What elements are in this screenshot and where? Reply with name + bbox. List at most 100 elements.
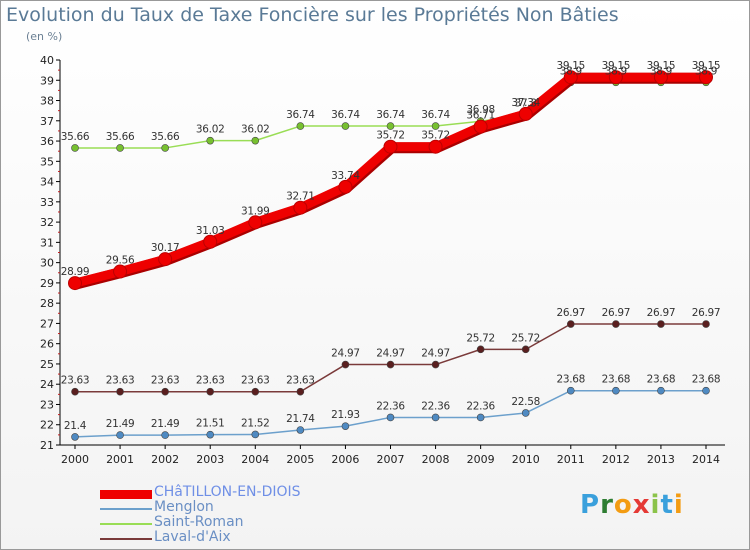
data-label-menglon: 22.36 (376, 400, 405, 412)
data-label-menglon: 21.93 (331, 409, 360, 421)
data-point-laval-d-aix (702, 320, 710, 328)
x-tick-label: 2005 (286, 453, 314, 466)
data-label-saint-roman: 38.9 (560, 65, 582, 77)
y-tick-label: 23 (40, 398, 54, 411)
data-label-ch-tillon-en-diois: 36.71 (466, 110, 495, 122)
data-label-saint-roman: 36.74 (421, 109, 450, 121)
data-label-laval-d-aix: 25.72 (466, 332, 495, 344)
data-label-laval-d-aix: 23.63 (106, 375, 135, 387)
y-tick-label: 34 (40, 176, 54, 189)
data-label-laval-d-aix: 25.72 (511, 332, 540, 344)
data-point-laval-d-aix (431, 360, 440, 369)
y-tick-label: 39 (40, 74, 54, 87)
data-point-laval-d-aix (296, 387, 305, 396)
data-point-laval-d-aix (206, 387, 215, 396)
x-tick-label: 2010 (512, 453, 540, 466)
x-tick-label: 2006 (331, 453, 359, 466)
legend-label: Laval-d'Aix (154, 529, 231, 545)
data-point-laval-d-aix (341, 360, 350, 369)
logo-letter: r (600, 490, 614, 520)
data-point-ch-tillon-en-diois (338, 179, 353, 194)
data-label-saint-roman: 37.3 (515, 98, 537, 110)
legend-swatch (100, 489, 152, 499)
y-tick-label: 21 (40, 439, 54, 452)
data-point-laval-d-aix (71, 387, 79, 396)
data-label-ch-tillon-en-diois: 29.56 (106, 255, 135, 267)
logo-letter: i (650, 490, 661, 520)
data-point-ch-tillon-en-diois (113, 264, 128, 279)
y-tick-label: 31 (40, 236, 54, 249)
data-label-laval-d-aix: 26.97 (557, 307, 586, 319)
data-point-menglon (431, 413, 440, 422)
data-point-laval-d-aix (521, 345, 530, 354)
y-tick-label: 25 (40, 358, 54, 371)
data-label-menglon: 23.68 (602, 374, 631, 386)
x-tick-label: 2001 (106, 453, 134, 466)
data-point-laval-d-aix (386, 360, 395, 369)
data-label-saint-roman: 36.74 (286, 109, 315, 121)
data-label-laval-d-aix: 24.97 (421, 348, 450, 360)
x-tick-label: 2012 (602, 453, 630, 466)
y-tick-label: 33 (40, 196, 54, 209)
data-point-menglon (206, 430, 215, 439)
data-point-ch-tillon-en-diois (428, 139, 443, 154)
data-label-ch-tillon-en-diois: 35.72 (376, 130, 405, 142)
data-point-saint-roman (296, 122, 305, 130)
data-point-menglon (612, 386, 620, 395)
x-tick-label: 2007 (377, 453, 405, 466)
data-point-menglon (702, 386, 710, 395)
data-point-saint-roman (71, 144, 79, 152)
data-point-menglon (161, 431, 169, 439)
data-point-menglon (386, 413, 395, 422)
y-tick-label: 32 (40, 216, 54, 229)
data-point-laval-d-aix (251, 387, 260, 396)
data-point-ch-tillon-en-diois (518, 106, 533, 121)
x-tick-label: 2004 (241, 453, 269, 466)
data-label-laval-d-aix: 23.63 (286, 375, 315, 387)
data-label-laval-d-aix: 23.63 (241, 375, 270, 387)
data-label-laval-d-aix: 26.97 (692, 307, 721, 319)
data-label-ch-tillon-en-diois: 39.15 (647, 60, 676, 72)
data-label-ch-tillon-en-diois: 39.15 (692, 60, 721, 72)
data-label-saint-roman: 38.9 (605, 65, 627, 77)
data-label-laval-d-aix: 23.63 (151, 375, 180, 387)
data-point-saint-roman (251, 136, 260, 145)
proxiti-logo[interactable]: Proxiti (580, 490, 684, 520)
data-point-ch-tillon-en-diois (158, 252, 173, 267)
data-label-menglon: 21.51 (196, 418, 225, 430)
data-point-menglon (251, 430, 260, 439)
y-tick-label: 30 (40, 257, 54, 270)
data-point-laval-d-aix (612, 320, 620, 328)
y-tick-label: 36 (40, 135, 54, 148)
data-label-saint-roman: 36.02 (196, 124, 225, 136)
data-label-laval-d-aix: 26.97 (647, 307, 676, 319)
y-tick-label: 28 (40, 297, 54, 310)
data-point-saint-roman (206, 136, 215, 145)
data-point-menglon (657, 386, 665, 395)
data-label-ch-tillon-en-diois: 37.34 (511, 97, 540, 109)
chart-unit-label: (en %) (26, 30, 63, 43)
data-point-ch-tillon-en-diois (68, 276, 82, 291)
data-label-ch-tillon-en-diois: 39.15 (602, 60, 631, 72)
data-point-ch-tillon-en-diois (383, 139, 398, 154)
data-label-ch-tillon-en-diois: 31.99 (241, 205, 270, 217)
data-label-ch-tillon-en-diois: 32.71 (286, 191, 315, 203)
logo-letter: P (580, 490, 601, 520)
data-point-ch-tillon-en-diois (293, 200, 308, 215)
x-tick-label: 2002 (151, 453, 179, 466)
x-tick-label: 2003 (196, 453, 224, 466)
data-label-ch-tillon-en-diois: 33.74 (331, 170, 360, 182)
data-point-menglon (71, 433, 79, 441)
data-point-saint-roman (116, 144, 124, 152)
data-label-menglon: 21.52 (241, 417, 270, 429)
data-label-menglon: 23.68 (557, 374, 586, 386)
data-point-menglon (476, 413, 485, 422)
x-tick-label: 2011 (557, 453, 585, 466)
y-tick-label: 22 (40, 419, 54, 432)
data-point-ch-tillon-en-diois (699, 70, 713, 85)
legend-label: CHâTILLON-EN-DIOIS (154, 484, 301, 500)
y-tick-label: 35 (40, 155, 54, 168)
x-tick-label: 2013 (647, 453, 675, 466)
data-point-laval-d-aix (566, 320, 575, 328)
data-point-saint-roman (341, 122, 350, 130)
